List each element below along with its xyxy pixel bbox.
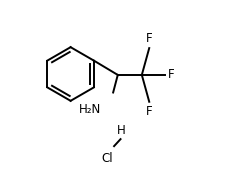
Text: H: H: [117, 124, 125, 137]
Text: F: F: [168, 68, 174, 81]
Text: F: F: [145, 105, 152, 117]
Text: Cl: Cl: [101, 152, 113, 165]
Text: F: F: [145, 32, 152, 45]
Text: H₂N: H₂N: [79, 103, 101, 116]
